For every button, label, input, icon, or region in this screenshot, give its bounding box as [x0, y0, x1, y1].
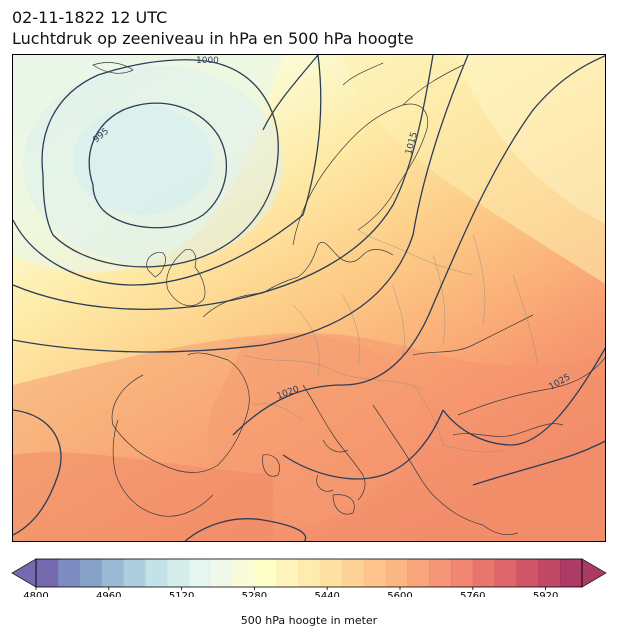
isobar-1015 — [13, 55, 469, 353]
isobar-1020-south — [13, 409, 62, 536]
isobar-1025b — [472, 440, 605, 486]
isobar-1020-inner — [282, 409, 444, 480]
colorbar-tick-label: 4960 — [96, 591, 121, 597]
colorbar: 4800 4960 5120 5280 5440 5600 5760 5920 — [11, 558, 607, 597]
isobar-995 — [88, 102, 228, 229]
isobar-1000 — [41, 59, 279, 268]
isobar-1020 — [232, 55, 605, 436]
colorbar-tick-label: 5600 — [387, 591, 412, 597]
colorbar-extend-low — [11, 558, 37, 588]
height-fill — [13, 55, 605, 541]
colorbar-bin — [232, 559, 255, 587]
isobar-1010 — [13, 55, 434, 310]
colorbar-bin — [407, 559, 430, 587]
colorbar-label: 500 hPa hoogte in meter — [240, 614, 378, 627]
weather-map: 1000 995 1015 1020 1025 — [12, 54, 606, 542]
colorbar-tick-label: 5120 — [169, 591, 194, 597]
isobar-1015b — [262, 55, 319, 131]
map-datetime: 02-11-1822 12 UTC — [12, 8, 168, 27]
colorbar-bin — [319, 559, 343, 587]
colorbar-bin — [188, 559, 212, 587]
colorbar-tick-label: 5440 — [314, 591, 339, 597]
colorbar-bin — [254, 559, 277, 587]
colorbar-bin — [36, 559, 59, 587]
colorbar-tick-label: 4800 — [23, 591, 48, 597]
colorbar-bin — [450, 559, 474, 587]
isobars — [13, 55, 605, 541]
colorbar-bin — [341, 559, 365, 587]
coastlines — [92, 62, 605, 535]
isobar-label-1000: 1000 — [196, 56, 219, 66]
colorbar-bin — [210, 559, 234, 587]
colorbar-bin — [57, 559, 81, 587]
colorbar-bin — [145, 559, 168, 587]
colorbar-bin — [101, 559, 124, 587]
isobar-1005 — [13, 55, 322, 286]
colorbar-outline — [35, 558, 583, 588]
isobar-1025 — [442, 347, 605, 446]
colorbar-bin — [363, 559, 386, 587]
colorbar-bin — [516, 559, 539, 587]
colorbar-bin — [123, 559, 146, 587]
colorbar-tick-label: 5280 — [242, 591, 267, 597]
colorbar-bin — [276, 559, 299, 587]
map-title: Luchtdruk op zeeniveau in hPa en 500 hPa… — [12, 29, 414, 48]
colorbar-bin — [167, 559, 190, 587]
colorbar-tick-label: 5760 — [460, 591, 485, 597]
colorbar-bin — [560, 559, 583, 587]
isobar-1020-iberia — [184, 518, 307, 541]
colorbar-bin — [429, 559, 452, 587]
colorbar-bin — [538, 559, 561, 587]
colorbar-extend-high — [581, 558, 607, 588]
colorbar-tick-label: 5920 — [533, 591, 558, 597]
colorbar-bin — [494, 559, 517, 587]
colorbar-bin — [472, 559, 496, 587]
country-borders — [242, 229, 539, 453]
colorbar-bin — [79, 559, 103, 587]
colorbar-bin — [298, 559, 321, 587]
colorbar-bin — [385, 559, 408, 587]
